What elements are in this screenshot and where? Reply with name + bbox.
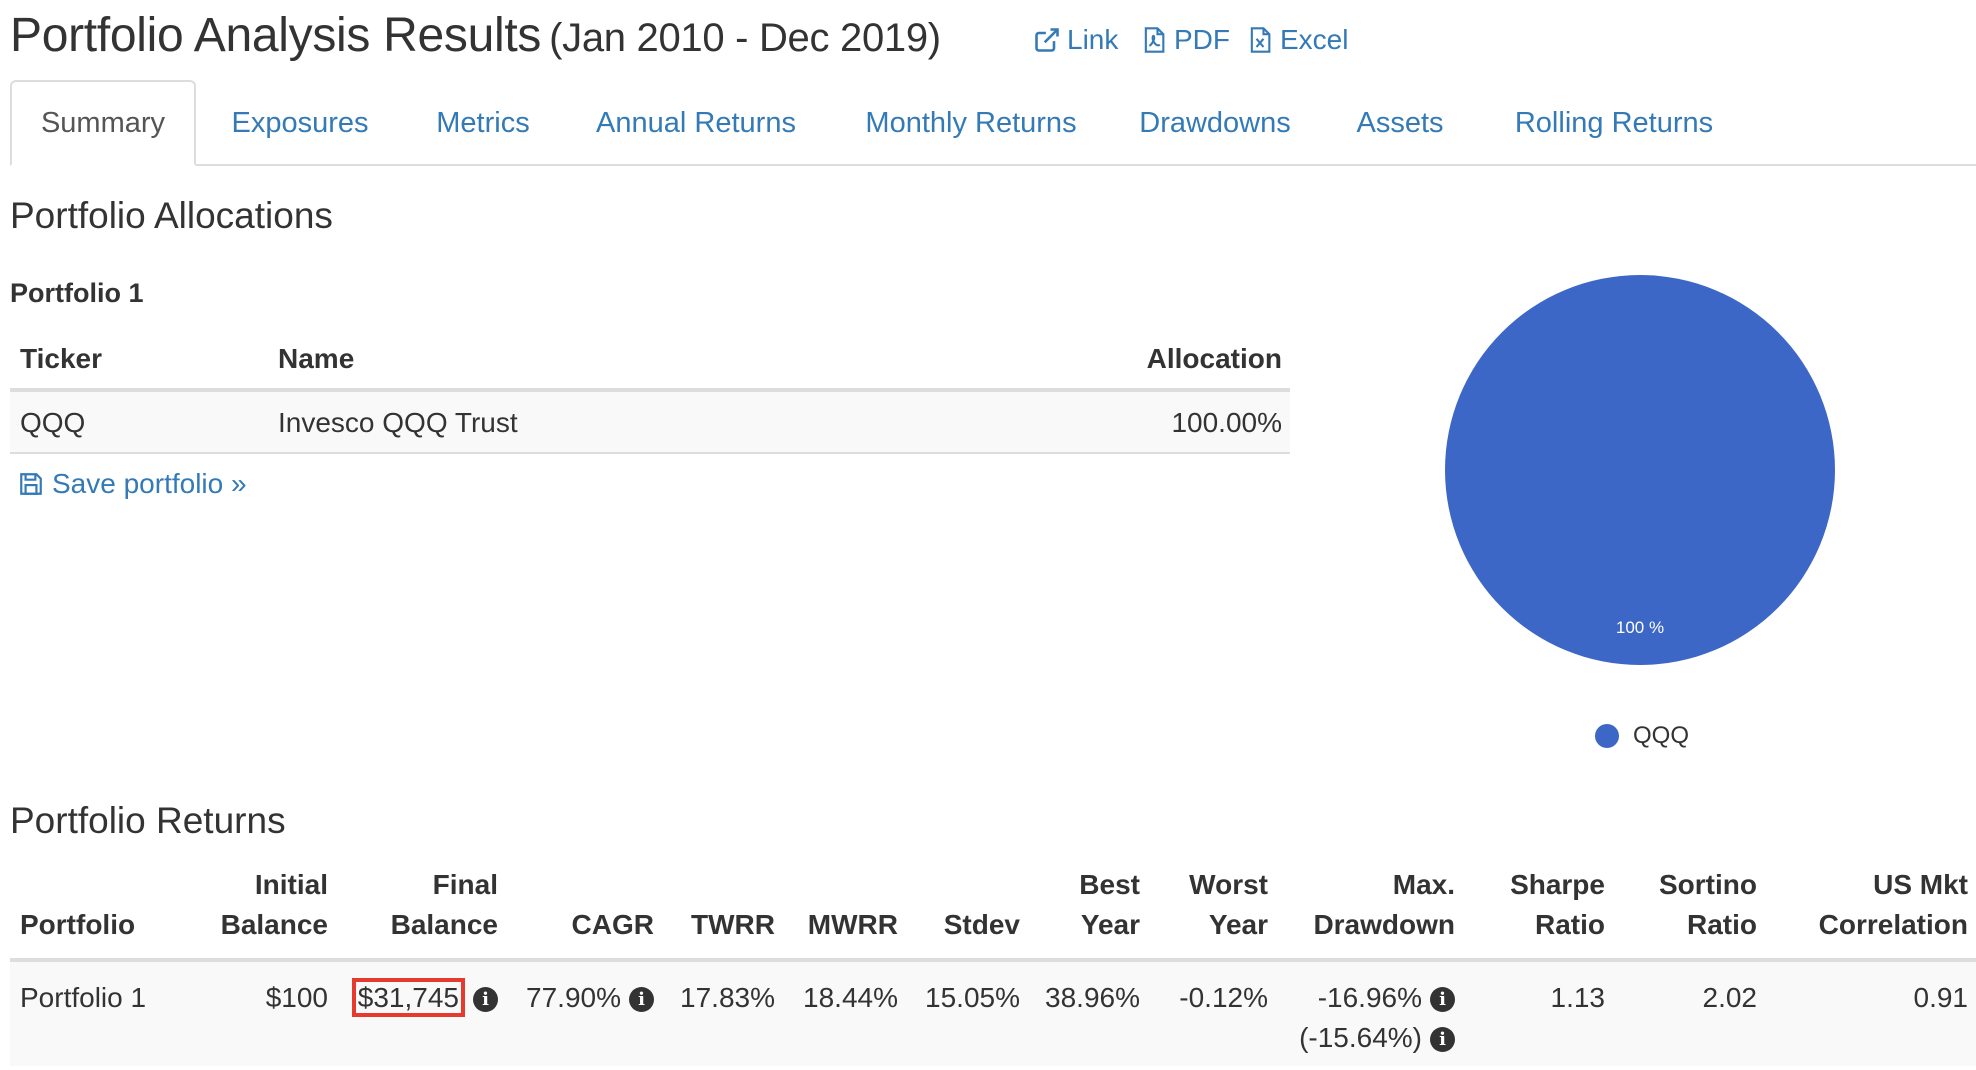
col-mwrr: MWRR: [807, 909, 898, 940]
info-icon[interactable]: i: [1430, 1027, 1455, 1052]
worst-year-value: -0.12%: [1179, 982, 1268, 1013]
external-link-icon: [1035, 28, 1059, 52]
excel-button[interactable]: Excel: [1246, 24, 1348, 56]
pdf-button[interactable]: PDF: [1140, 24, 1230, 56]
col-initial-line1: Initial: [254, 869, 328, 900]
col-sharpe-line2: Ratio: [1535, 909, 1605, 940]
sortino-value: 2.02: [1702, 982, 1758, 1013]
col-worst-line1: Worst: [1189, 869, 1268, 900]
best-year-value: 38.96%: [1045, 982, 1140, 1013]
col-best-year: Best Year: [1030, 865, 1140, 945]
col-worst-year: Worst Year: [1150, 865, 1268, 945]
col-best-line2: Year: [1080, 909, 1140, 940]
initial-balance-value: $100: [265, 982, 328, 1013]
col-corr-line2: Correlation: [1818, 909, 1968, 940]
col-us-mkt-correlation: US Mkt Correlation: [1770, 865, 1968, 945]
tab-drawdowns[interactable]: Drawdowns: [1139, 106, 1291, 139]
page-title: Portfolio Analysis Results (Jan 2010 - De…: [10, 8, 941, 63]
col-final-balance: Final Balance: [340, 865, 498, 945]
returns-portfolio-name: Portfolio 1: [20, 982, 147, 1013]
col-final-line2: Balance: [390, 909, 498, 940]
allocation-row: [10, 392, 1290, 454]
returns-heading: Portfolio Returns: [10, 800, 286, 841]
floppy-disk-icon: [20, 473, 42, 495]
info-icon[interactable]: i: [629, 987, 654, 1012]
col-portfolio: Portfolio: [20, 909, 136, 940]
col-initial-balance: Initial Balance: [180, 865, 328, 945]
pdf-file-icon: [1144, 27, 1165, 53]
col-twrr: TWRR: [691, 909, 775, 940]
col-ticker: Ticker: [20, 343, 102, 374]
sharpe-value: 1.13: [1550, 982, 1606, 1013]
col-sortino-ratio: Sortino Ratio: [1615, 865, 1757, 945]
allocation-header-divider: [10, 388, 1290, 392]
twrr-value: 17.83%: [680, 982, 775, 1013]
col-worst-line2: Year: [1208, 909, 1268, 940]
tab-monthly-returns[interactable]: Monthly Returns: [865, 106, 1077, 139]
max-drawdown-cell: -16.96% i (-15.64%) i: [1265, 978, 1455, 1058]
page-title-text: Portfolio Analysis Results: [10, 9, 542, 62]
link-label: Link: [1067, 24, 1119, 55]
cagr-cell: 77.90% i: [500, 978, 654, 1018]
portfolio-name: Portfolio 1: [10, 278, 144, 308]
col-cagr: CAGR: [571, 909, 654, 940]
col-sortino-line2: Ratio: [1687, 909, 1757, 940]
max-drawdown-value: -16.96%: [1317, 982, 1422, 1013]
save-portfolio-link[interactable]: Save portfolio »: [18, 468, 247, 500]
col-sharpe-line1: Sharpe: [1510, 869, 1605, 900]
legend-marker: [1595, 724, 1619, 748]
col-sharpe-ratio: Sharpe Ratio: [1470, 865, 1605, 945]
allocation-pie-chart: 100 %: [1445, 275, 1835, 665]
excel-file-icon: [1250, 27, 1271, 53]
final-balance-cell: $31,745 i: [340, 978, 498, 1018]
returns-row: [10, 962, 1976, 1066]
allocation-ticker: QQQ: [20, 407, 86, 438]
tab-metrics[interactable]: Metrics: [436, 106, 530, 139]
excel-label: Excel: [1280, 24, 1349, 55]
tab-rolling-returns[interactable]: Rolling Returns: [1514, 106, 1714, 139]
col-initial-line2: Balance: [220, 909, 328, 940]
col-allocation: Allocation: [1146, 343, 1282, 374]
cagr-value: 77.90%: [526, 982, 621, 1013]
col-corr-line1: US Mkt: [1873, 869, 1968, 900]
pie-slice-qqq[interactable]: [1445, 275, 1835, 665]
col-sortino-line1: Sortino: [1659, 869, 1757, 900]
stdev-value: 15.05%: [925, 982, 1020, 1013]
allocations-heading: Portfolio Allocations: [10, 195, 333, 236]
info-icon[interactable]: i: [473, 987, 498, 1012]
col-best-line1: Best: [1079, 869, 1140, 900]
tabs-divider: [10, 164, 1976, 166]
col-final-line1: Final: [432, 869, 498, 900]
col-name: Name: [278, 343, 355, 374]
tab-summary[interactable]: Summary: [10, 80, 196, 166]
returns-header-divider: [10, 958, 1976, 962]
tab-annual-returns[interactable]: Annual Returns: [596, 106, 796, 139]
pdf-label: PDF: [1174, 24, 1230, 55]
col-maxdd-line1: Max.: [1392, 869, 1455, 900]
tab-assets[interactable]: Assets: [1356, 106, 1444, 139]
col-max-drawdown: Max. Drawdown: [1285, 865, 1455, 945]
pie-slice-label: 100 %: [1616, 618, 1664, 637]
mwrr-value: 18.44%: [803, 982, 898, 1013]
allocation-name: Invesco QQQ Trust: [278, 407, 518, 438]
legend-label: QQQ: [1633, 722, 1690, 749]
us-mkt-correlation-value: 0.91: [1913, 982, 1969, 1013]
page-date-range: (Jan 2010 - Dec 2019): [549, 16, 941, 60]
tab-exposures[interactable]: Exposures: [231, 106, 369, 139]
link-button[interactable]: Link: [1033, 24, 1118, 56]
max-drawdown-alt-value: (-15.64%): [1299, 1022, 1422, 1053]
info-icon[interactable]: i: [1430, 987, 1455, 1012]
col-stdev: Stdev: [943, 909, 1020, 940]
col-maxdd-line2: Drawdown: [1313, 909, 1455, 940]
allocation-percent: 100.00%: [1171, 407, 1282, 438]
save-portfolio-label: Save portfolio »: [52, 468, 247, 499]
allocation-row-divider: [10, 452, 1290, 454]
pie-legend-item[interactable]: QQQ: [1595, 722, 1689, 750]
final-balance-value: $31,745: [351, 978, 465, 1017]
